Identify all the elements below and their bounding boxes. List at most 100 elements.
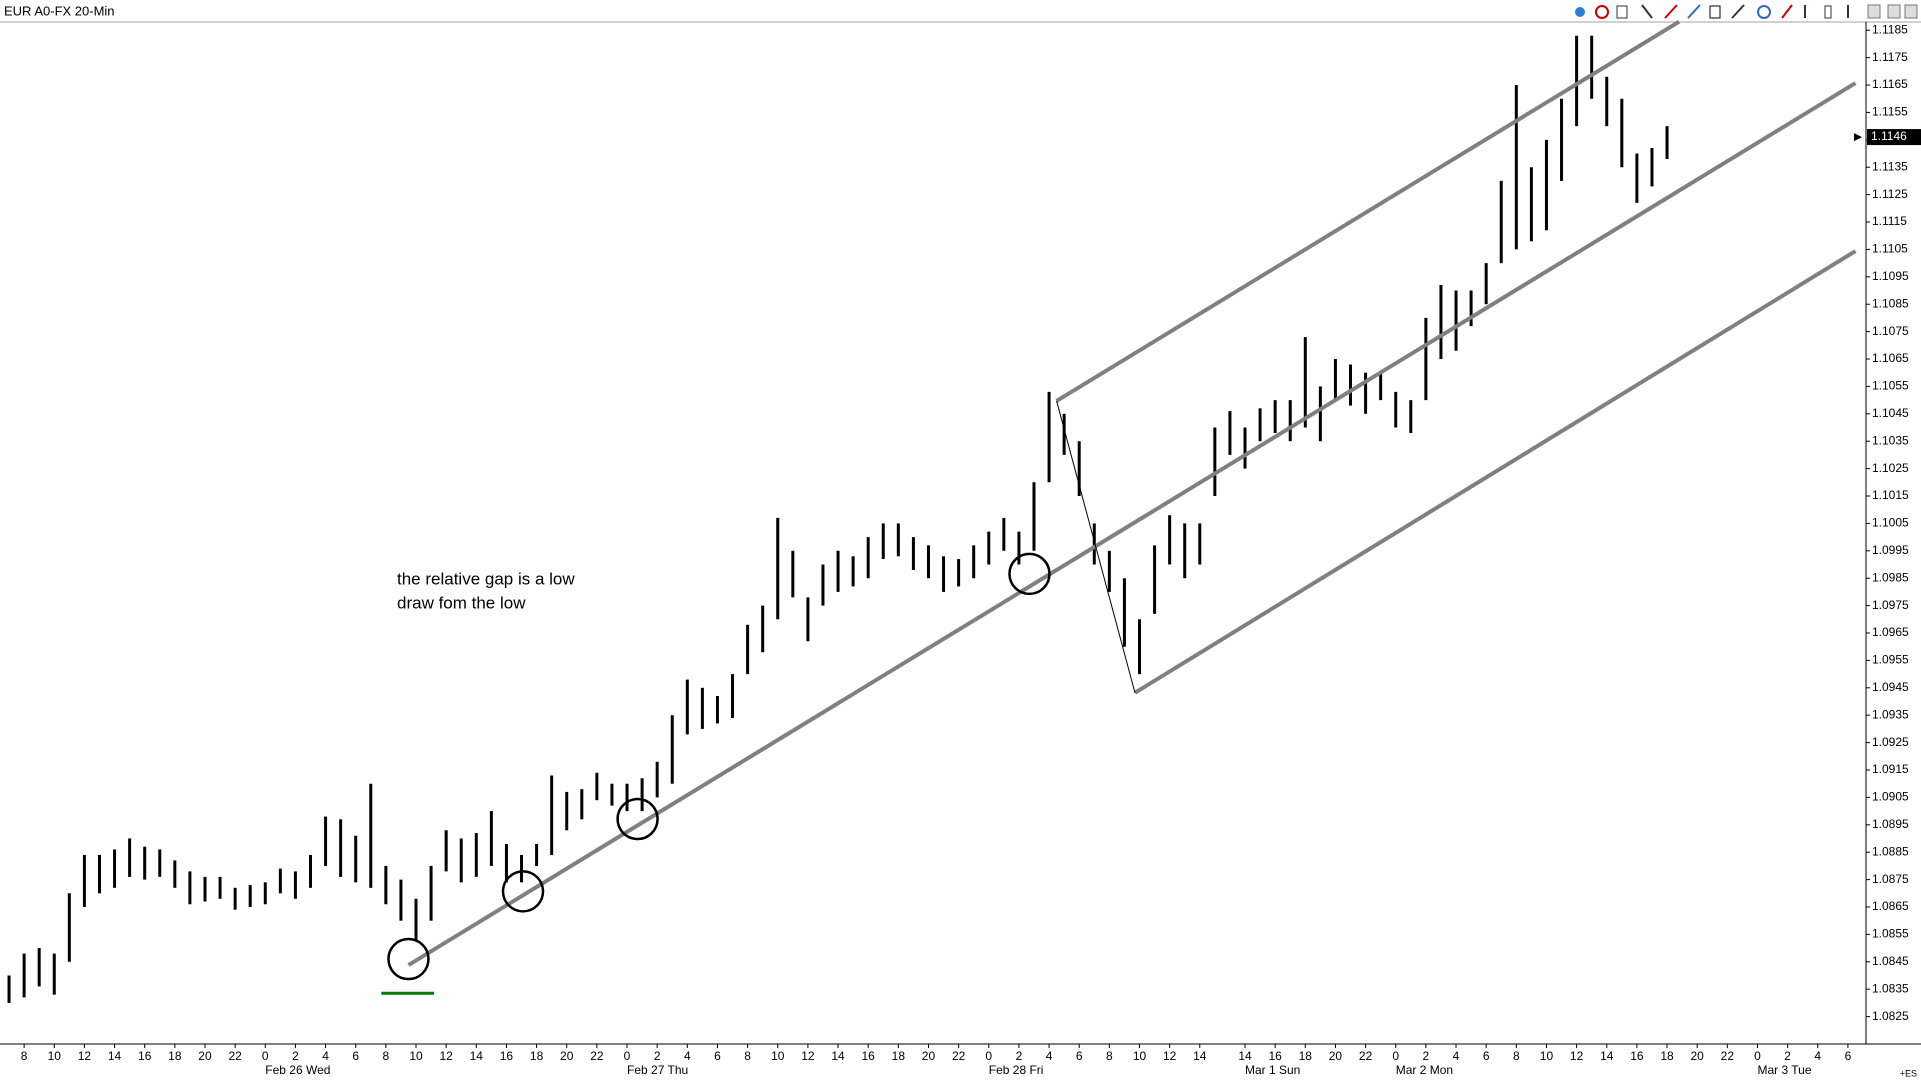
x-tick-label: 22 — [590, 1049, 604, 1063]
tool-icon[interactable] — [1616, 5, 1628, 19]
x-tick-label: 22 — [228, 1049, 242, 1063]
y-tick-label: 1.1045 — [1872, 406, 1909, 420]
trend-line — [1055, 20, 1681, 403]
x-tick-label: 2 — [1016, 1049, 1023, 1063]
x-tick-label: 8 — [1106, 1049, 1113, 1063]
highlight-circle — [387, 937, 430, 981]
x-tick-label: 10 — [1540, 1049, 1554, 1063]
day-label: Mar 3 Tue — [1757, 1063, 1811, 1077]
x-tick-label: 22 — [952, 1049, 966, 1063]
day-label: Mar 2 Mon — [1396, 1063, 1453, 1077]
x-tick-label: 14 — [108, 1049, 122, 1063]
y-tick-label: 1.1125 — [1872, 187, 1908, 201]
y-tick-label: 1.0945 — [1872, 680, 1909, 694]
x-tick-label: 4 — [1814, 1049, 1821, 1063]
x-tick-label: 6 — [1483, 1049, 1490, 1063]
x-tick-label: 10 — [1133, 1049, 1147, 1063]
x-tick-label: 2 — [1784, 1049, 1791, 1063]
x-tick-label: 4 — [1453, 1049, 1460, 1063]
x-tick-label: 20 — [198, 1049, 212, 1063]
y-tick-label: 1.1115 — [1872, 214, 1907, 228]
x-tick-label: 16 — [138, 1049, 152, 1063]
day-label: Mar 1 Sun — [1245, 1063, 1300, 1077]
x-tick-label: 22 — [1359, 1049, 1373, 1063]
x-tick-label: 20 — [560, 1049, 574, 1063]
corner-label: +ES — [1900, 1068, 1917, 1078]
x-tick-label: 4 — [1046, 1049, 1053, 1063]
last-price-tag — [1867, 129, 1921, 146]
tool-icon[interactable] — [1781, 4, 1793, 19]
tool-icon[interactable] — [1757, 5, 1771, 19]
y-tick-label: 1.0995 — [1872, 543, 1909, 557]
y-tick-label: 1.0985 — [1872, 570, 1909, 584]
x-tick-label: 0 — [624, 1049, 631, 1063]
x-tick-label: 20 — [922, 1049, 936, 1063]
tool-icon[interactable] — [1641, 4, 1653, 19]
annotation-text: draw fom the low — [397, 593, 526, 612]
y-tick-label: 1.1005 — [1872, 516, 1909, 530]
tool-icon[interactable] — [1867, 4, 1881, 19]
y-tick-label: 1.0885 — [1872, 844, 1909, 858]
day-label: Feb 27 Thu — [627, 1063, 688, 1077]
x-tick-label: 14 — [470, 1049, 484, 1063]
x-tick-label: 22 — [1721, 1049, 1735, 1063]
x-tick-label: 12 — [439, 1049, 453, 1063]
tool-icon[interactable] — [1904, 4, 1918, 19]
x-tick-label: 8 — [1513, 1049, 1520, 1063]
y-tick-label: 1.1035 — [1872, 433, 1909, 447]
x-tick-label: 12 — [1570, 1049, 1584, 1063]
y-tick-label: 1.1135 — [1872, 159, 1908, 173]
x-tick-label: 18 — [530, 1049, 544, 1063]
y-tick-label: 1.1155 — [1872, 105, 1908, 119]
y-tick-label: 1.1105 — [1872, 242, 1908, 256]
y-tick-label: 1.0915 — [1872, 762, 1909, 776]
tool-icon[interactable] — [1595, 5, 1609, 19]
x-tick-label: 12 — [78, 1049, 92, 1063]
y-tick-label: 1.1055 — [1872, 379, 1909, 393]
y-tick-label: 1.0935 — [1872, 707, 1909, 721]
day-label: Feb 28 Fri — [989, 1063, 1044, 1077]
x-tick-label: 8 — [744, 1049, 751, 1063]
x-tick-label: 2 — [654, 1049, 661, 1063]
x-tick-label: 0 — [985, 1049, 992, 1063]
title-bar — [0, 0, 1921, 22]
x-tick-label: 14 — [831, 1049, 845, 1063]
x-tick-label: 6 — [352, 1049, 359, 1063]
tool-icon[interactable] — [1709, 5, 1721, 19]
x-tick-label: 0 — [262, 1049, 269, 1063]
x-tick-label: 16 — [500, 1049, 514, 1063]
y-tick-label: 1.0925 — [1872, 735, 1909, 749]
y-tick-label: 1.0965 — [1872, 625, 1909, 639]
y-tick-label: 1.0955 — [1872, 653, 1909, 667]
y-tick-label: 1.0895 — [1872, 817, 1909, 831]
tool-icon[interactable] — [1887, 4, 1901, 19]
y-tick-label: 1.0975 — [1872, 598, 1909, 612]
y-tick-label: 1.0825 — [1872, 1009, 1909, 1023]
y-tick-label: 1.0845 — [1872, 954, 1909, 968]
x-tick-label: 20 — [1691, 1049, 1705, 1063]
y-tick-label: 1.1075 — [1872, 324, 1909, 338]
y-tick-label: 1.1025 — [1872, 461, 1909, 475]
last-price-arrow — [1854, 133, 1862, 142]
x-tick-label: 10 — [771, 1049, 785, 1063]
y-tick-label: 1.0855 — [1872, 927, 1909, 941]
x-tick-label: 18 — [1299, 1049, 1313, 1063]
x-tick-label: 12 — [1163, 1049, 1177, 1063]
tool-icon[interactable] — [1731, 4, 1745, 19]
y-tick-label: 1.0905 — [1872, 790, 1909, 804]
x-tick-label: 6 — [1076, 1049, 1083, 1063]
y-tick-label: 1.0865 — [1872, 899, 1909, 913]
trend-line — [1133, 249, 1857, 695]
tool-icon[interactable] — [1575, 7, 1585, 17]
tool-icon[interactable] — [1824, 5, 1832, 19]
x-tick-label: 0 — [1754, 1049, 1761, 1063]
x-tick-label: 14 — [1193, 1049, 1207, 1063]
y-tick-label: 1.1175 — [1872, 50, 1908, 64]
tool-icon[interactable] — [1687, 4, 1701, 19]
x-tick-label: 2 — [1423, 1049, 1430, 1063]
tool-icon[interactable] — [1664, 4, 1678, 19]
x-tick-label: 8 — [21, 1049, 28, 1063]
x-tick-label: 4 — [684, 1049, 691, 1063]
x-tick-label: 0 — [1392, 1049, 1399, 1063]
